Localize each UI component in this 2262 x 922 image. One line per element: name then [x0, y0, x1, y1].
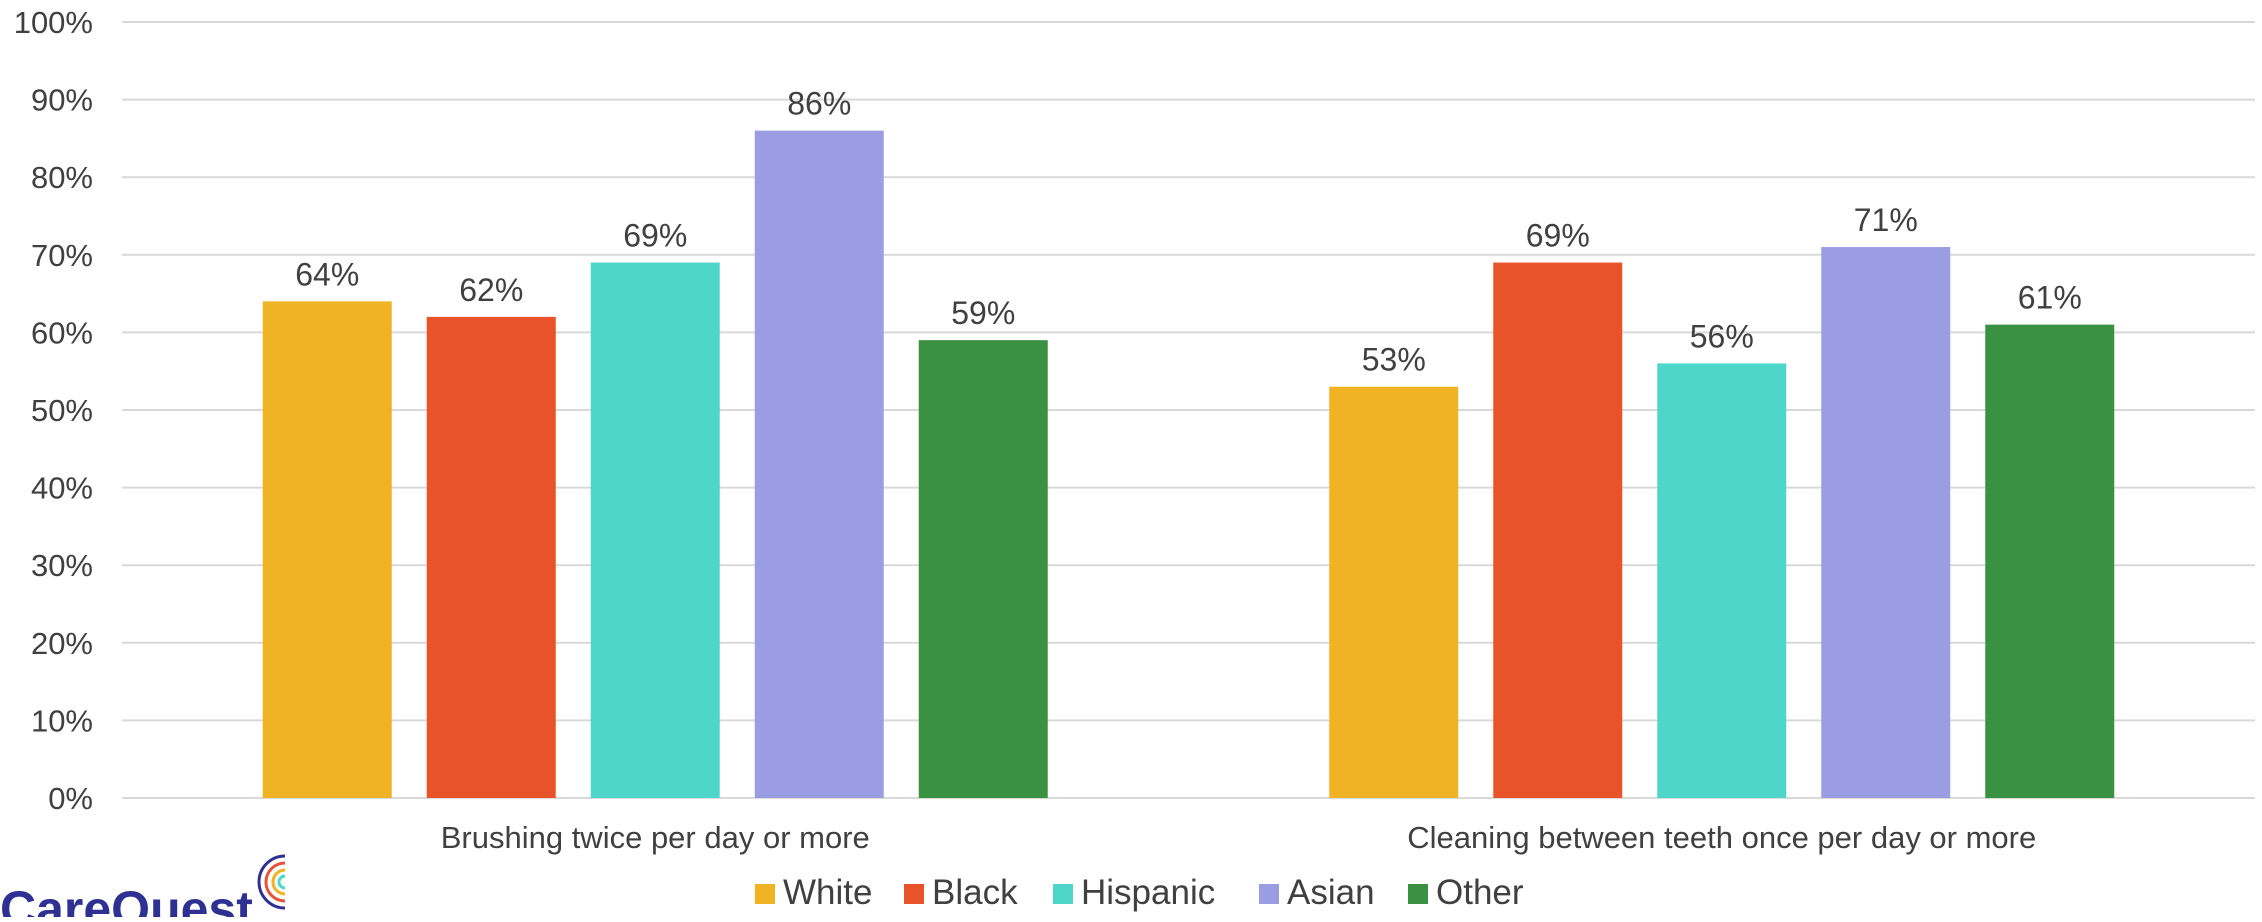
legend-label: White: [783, 873, 872, 912]
bars: [262, 130, 2115, 799]
data-label: 71%: [1854, 202, 1918, 238]
y-tick-label: 80%: [31, 160, 93, 195]
x-category-label: Cleaning between teeth once per day or m…: [1407, 820, 2036, 855]
bar: [918, 340, 1048, 798]
data-labels: 64% 62% 69% 86% 59% 53% 69% 56% 71% 61%: [295, 86, 2082, 378]
logo-arc: [264, 861, 286, 903]
y-tick-label: 60%: [31, 315, 93, 350]
y-tick-label: 30%: [31, 548, 93, 583]
legend-swatch: [755, 884, 775, 904]
y-tick-label: 0%: [48, 781, 93, 816]
concentric-arcs-icon: [257, 854, 286, 910]
bar: [426, 316, 556, 798]
legend-swatch: [904, 884, 924, 904]
x-axis-categories: Brushing twice per day or more Cleaning b…: [441, 820, 2037, 855]
y-axis-ticks: 0% 10% 20% 30% 40% 50% 60% 70% 80% 90% 100%: [14, 5, 93, 816]
y-tick-label: 40%: [31, 471, 93, 506]
y-tick-label: 90%: [31, 83, 93, 118]
y-tick-label: 20%: [31, 626, 93, 661]
y-tick-label: 70%: [31, 238, 93, 273]
logo-arc: [271, 868, 286, 896]
data-label: 64%: [295, 256, 359, 292]
data-label: 61%: [2018, 280, 2082, 316]
legend-label: Black: [932, 873, 1018, 912]
bar: [1821, 247, 1951, 799]
bar: [1985, 324, 2115, 798]
legend-swatch: [1259, 884, 1279, 904]
bar: [590, 262, 720, 798]
bar: [1329, 386, 1459, 798]
legend: White Black Hispanic Asian Other: [755, 873, 1524, 912]
bar: [1493, 262, 1623, 798]
y-tick-label: 10%: [31, 703, 93, 738]
bar: [1657, 363, 1787, 798]
x-category-label: Brushing twice per day or more: [441, 820, 870, 855]
data-label: 86%: [787, 86, 851, 122]
legend-swatch: [1408, 884, 1428, 904]
legend-label: Other: [1436, 873, 1524, 912]
legend-label: Asian: [1287, 873, 1375, 912]
logo-arc: [277, 874, 286, 890]
logo-arc: [257, 854, 286, 910]
data-label: 69%: [1526, 218, 1590, 254]
brand-logo: CareQuest: [0, 850, 330, 917]
y-tick-label: 50%: [31, 393, 93, 428]
data-label: 53%: [1362, 342, 1426, 378]
legend-swatch: [1053, 884, 1073, 904]
y-tick-label: 100%: [14, 5, 93, 40]
data-label: 56%: [1690, 318, 1754, 354]
data-label: 69%: [623, 218, 687, 254]
data-label: 62%: [459, 272, 523, 308]
data-label: 59%: [951, 295, 1015, 331]
legend-label: Hispanic: [1081, 873, 1215, 912]
bar: [754, 130, 884, 798]
brand-name: CareQuest: [0, 881, 253, 917]
bar: [262, 301, 392, 798]
